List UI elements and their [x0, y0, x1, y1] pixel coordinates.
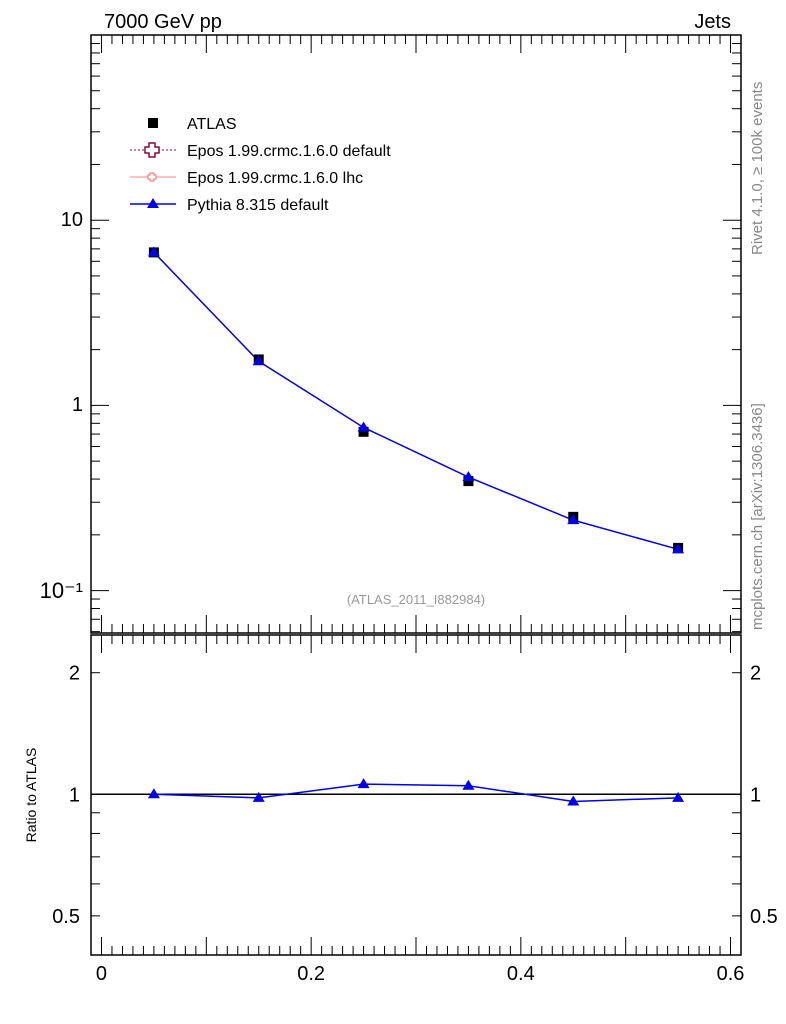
y-tick-label-right: 0.5 — [750, 906, 778, 928]
rivet-label: Rivet 4.1.0, ≥ 100k events — [749, 82, 766, 255]
mcplots-label: mcplots.cern.ch [arXiv:1306.3436] — [749, 403, 766, 630]
pythia-point — [357, 421, 370, 432]
y-tick-label: 10 — [61, 209, 83, 231]
atlas-point — [463, 476, 474, 487]
y-tick-label-right: 2 — [750, 663, 761, 685]
x-tick-label: 0.2 — [297, 963, 325, 985]
legend-marker-epos-default — [144, 142, 160, 158]
legend: ATLAS Epos 1.99.crmc.1.6.0 default Epos … — [130, 116, 391, 214]
legend-label: Pythia 8.315 default — [187, 197, 329, 214]
y-tick-label: 10⁻¹ — [40, 578, 83, 603]
header-left: 7000 GeV pp — [104, 11, 222, 33]
pythia-point — [567, 514, 580, 525]
y-tick-label: 1 — [69, 784, 80, 806]
pythia-ratio-point — [672, 791, 685, 802]
x-tick-label: 0 — [96, 963, 107, 985]
pythia-line — [153, 251, 679, 551]
pythia-point — [672, 543, 685, 554]
legend-marker-epos-lhc — [147, 172, 157, 182]
header-right: Jets — [694, 11, 731, 33]
y-tick-label-right: 1 — [750, 784, 761, 806]
pythia-ratio-point — [357, 778, 370, 789]
y-tick-label: 2 — [69, 663, 80, 685]
analysis-label: (ATLAS_2011_I882984) — [347, 592, 485, 607]
x-tick-label: 0.6 — [717, 963, 745, 985]
legend-label: ATLAS — [187, 116, 237, 133]
pythia-point — [147, 246, 160, 257]
pythia-ratio-line — [153, 783, 679, 803]
ratio-ylabel: Ratio to ATLAS — [23, 748, 39, 843]
legend-label: Epos 1.99.crmc.1.6.0 default — [187, 143, 391, 160]
x-tick-label: 0.4 — [507, 963, 535, 985]
pythia-ratio-point — [147, 788, 160, 799]
y-tick-label: 0.5 — [52, 906, 80, 928]
pythia-ratio-point — [567, 795, 580, 806]
y-tick-label: 1 — [72, 394, 83, 416]
pythia-point — [462, 471, 475, 482]
legend-marker-pythia — [147, 198, 159, 208]
pythia-ratio-point — [462, 779, 475, 790]
atlas-point — [358, 426, 369, 437]
pythia-point — [252, 355, 265, 366]
legend-label: Epos 1.99.crmc.1.6.0 lhc — [187, 170, 363, 187]
pythia-ratio-point — [252, 791, 265, 802]
legend-marker-atlas — [148, 118, 158, 128]
